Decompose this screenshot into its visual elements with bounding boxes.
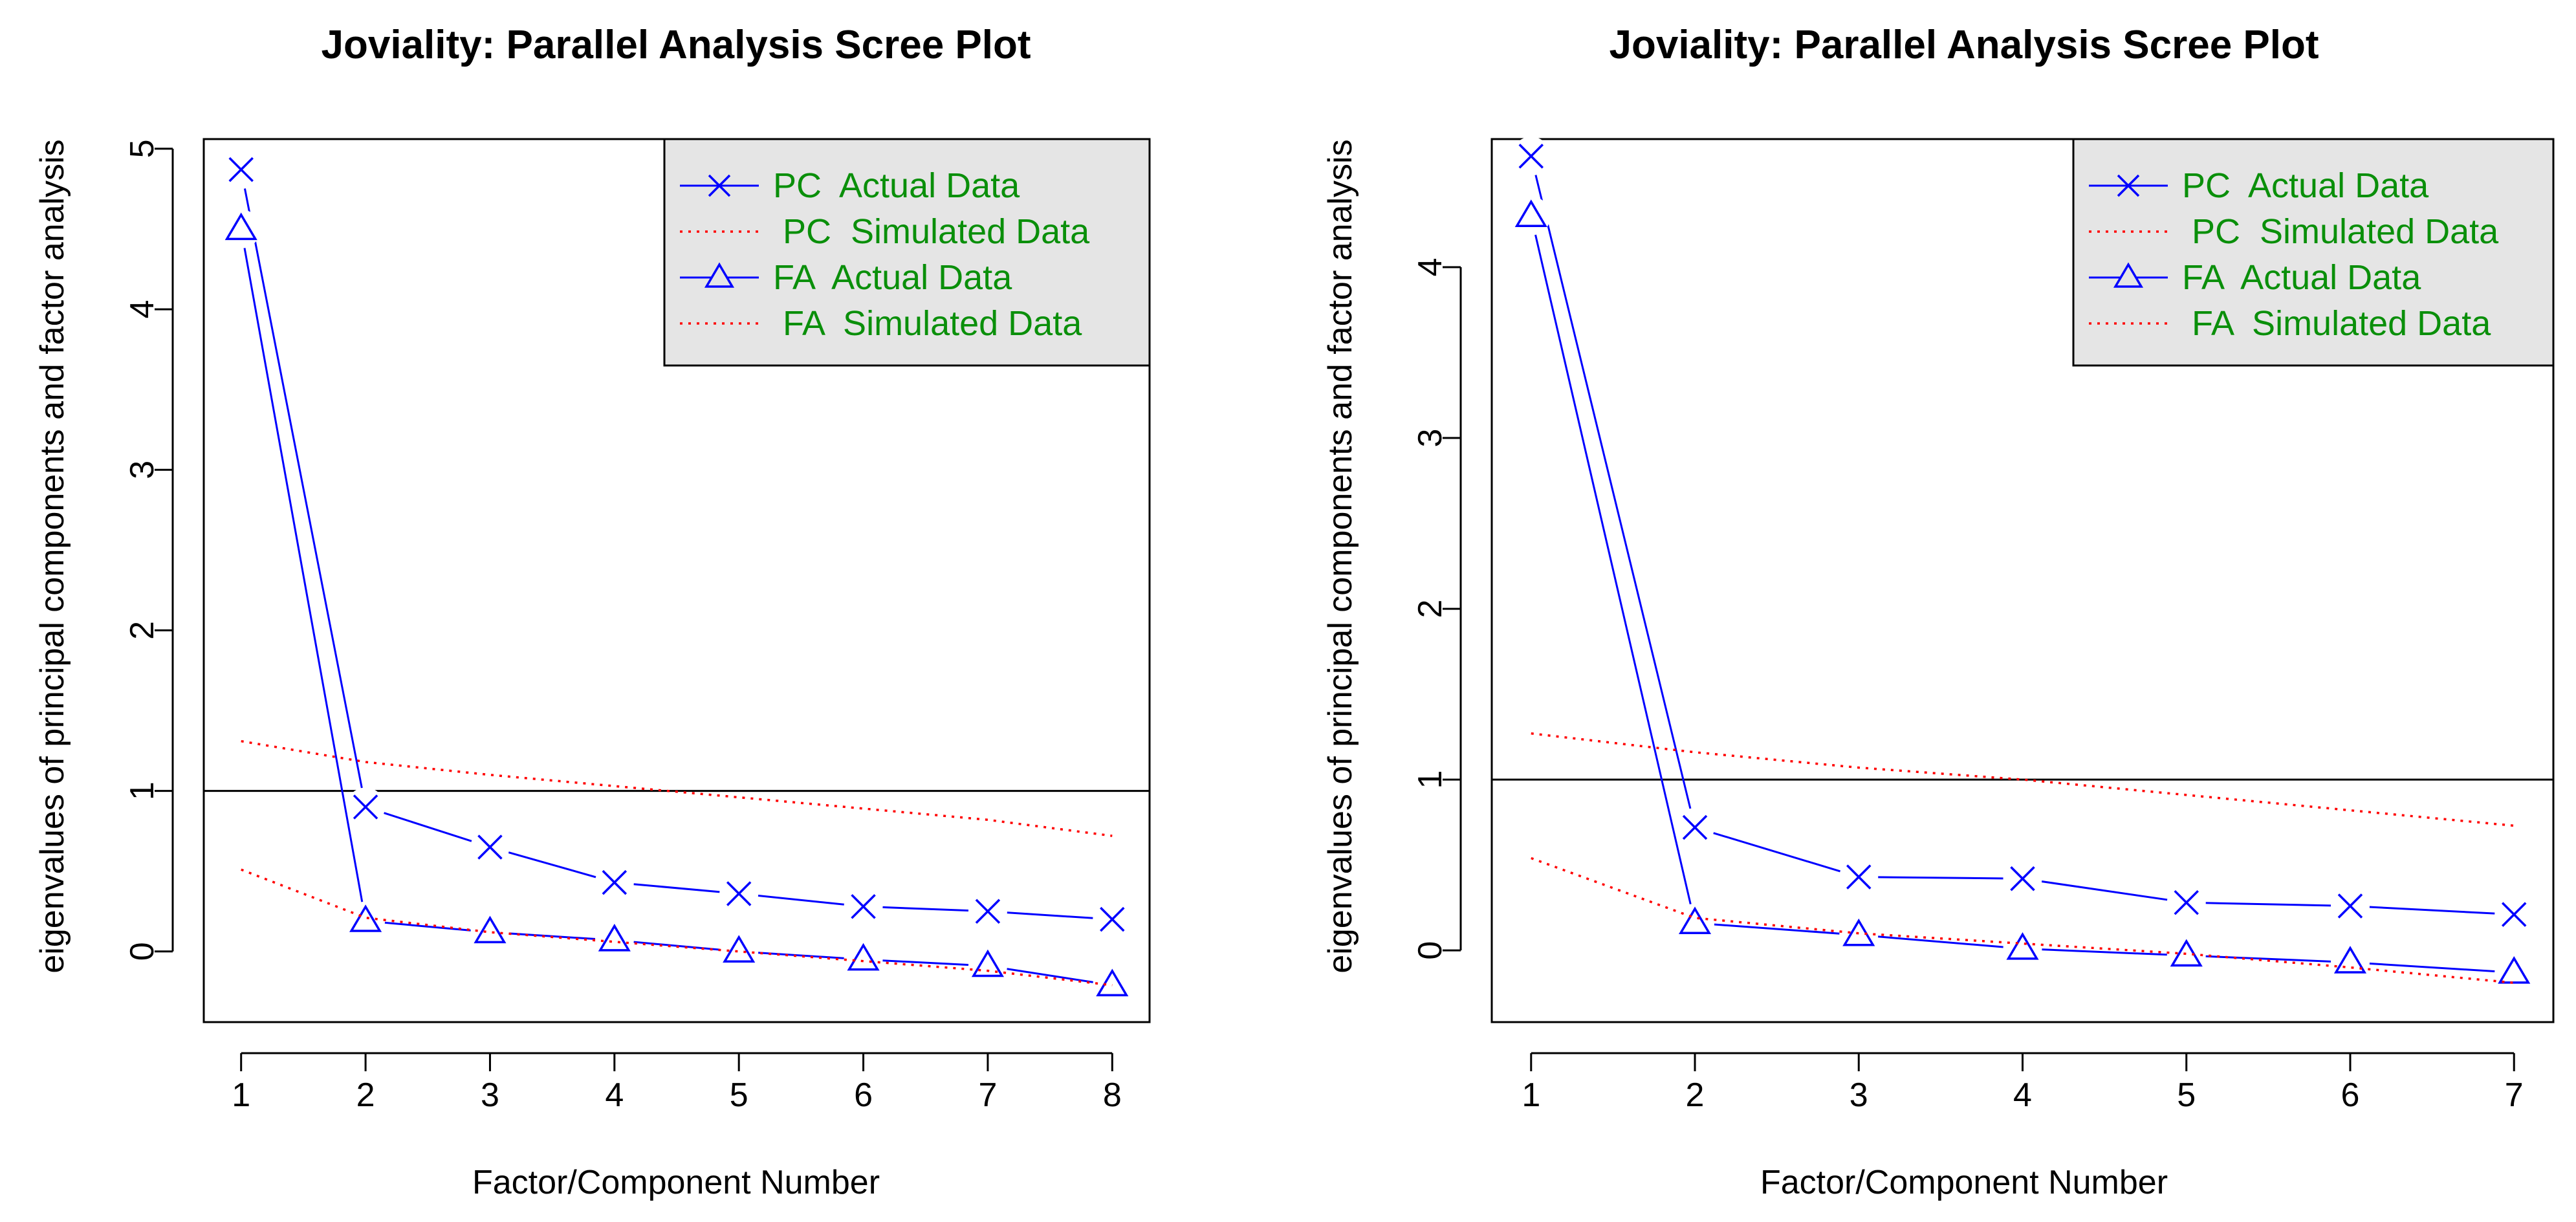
marker-x: [1846, 864, 1872, 889]
x-tick-label: 1: [1522, 1076, 1540, 1114]
marker-triangle: [474, 915, 507, 944]
legend-marker-x: [708, 174, 731, 197]
y-tick-label: 4: [1412, 258, 1449, 277]
y-tick-label: 3: [124, 461, 161, 479]
x-tick-label: 1: [232, 1076, 250, 1114]
x-tick-label: 5: [2177, 1076, 2196, 1114]
legend-label: PC Simulated Data: [2182, 212, 2499, 251]
marker-triangle: [2006, 932, 2039, 960]
x-axis-label: Factor/Component Number: [472, 1164, 880, 1201]
series-3: [241, 868, 1113, 987]
y-tick-label: 2: [124, 621, 161, 640]
chart-title: Joviality: Parallel Analysis Scree Plot: [1609, 23, 2319, 67]
y-tick-label: 3: [1412, 429, 1449, 448]
legend-label: PC Actual Data: [773, 166, 1020, 205]
y-tick-label: 1: [1412, 770, 1449, 789]
scree-plot-right: Joviality: Parallel Analysis Scree Plot …: [1288, 0, 2576, 1219]
series-2: [1511, 196, 2534, 992]
x-tick-label: 4: [2013, 1076, 2032, 1114]
series-0: [1511, 136, 2534, 934]
marker-x: [2501, 902, 2527, 927]
y-axis-label: eigenvalues of principal components and …: [34, 139, 71, 973]
series-0: [221, 150, 1132, 939]
legend-label: PC Simulated Data: [773, 212, 1090, 251]
legend-entry: FA Simulated Data: [680, 304, 1082, 343]
legend-marker-triangle: [704, 262, 735, 288]
legend-label: FA Actual Data: [2182, 258, 2421, 297]
marker-x: [975, 899, 1001, 924]
series-line: [240, 169, 1113, 921]
legend-entry: PC Simulated Data: [2089, 212, 2499, 251]
marker-triangle: [2333, 946, 2367, 974]
legend-marker-x: [2117, 174, 2140, 197]
x-tick-label: 3: [481, 1076, 499, 1114]
chart-title: Joviality: Parallel Analysis Scree Plot: [321, 23, 1031, 67]
marker-x: [2337, 893, 2363, 919]
legend-entry: FA Simulated Data: [2089, 304, 2491, 343]
x-tick-label: 5: [730, 1076, 748, 1114]
marker-x: [602, 869, 628, 895]
marker-triangle: [1678, 906, 1712, 935]
marker-x: [851, 894, 876, 919]
legend-box: [663, 138, 1151, 367]
y-tick-label: 0: [1412, 941, 1449, 960]
y-tick-label: 4: [124, 300, 161, 319]
series-1: [241, 739, 1113, 837]
marker-x: [1518, 144, 1544, 169]
marker-x: [726, 881, 752, 906]
x-tick-label: 6: [854, 1076, 873, 1114]
x-tick-label: 2: [1686, 1076, 1705, 1114]
legend: PC Actual Data PC Simulated Data FA Actua…: [2072, 138, 2555, 367]
legend-entry: PC Actual Data: [2089, 166, 2429, 205]
y-tick-label: 0: [124, 942, 161, 961]
marker-triangle: [224, 212, 257, 241]
legend-label: FA Actual Data: [773, 258, 1012, 297]
x-tick-label: 8: [1103, 1076, 1122, 1114]
marker-x: [477, 835, 503, 860]
legend-label: FA Simulated Data: [773, 304, 1082, 343]
series-line: [241, 868, 1113, 987]
marker-triangle: [349, 904, 382, 932]
y-tick-label: 1: [124, 781, 161, 800]
legend-entry: PC Actual Data: [680, 166, 1020, 205]
marker-x: [1100, 906, 1125, 932]
y-tick-label: 2: [1412, 600, 1449, 618]
x-tick-label: 3: [1850, 1076, 1868, 1114]
marker-triangle: [1514, 199, 1547, 227]
scree-plot-left: Joviality: Parallel Analysis Scree Plot …: [0, 0, 1288, 1219]
legend-entry: FA Actual Data: [2089, 258, 2421, 297]
y-axis-label: eigenvalues of principal components and …: [1322, 139, 1359, 973]
legend-label: FA Simulated Data: [2182, 304, 2491, 343]
marker-x: [2174, 889, 2199, 915]
legend: PC Actual Data PC Simulated Data FA Actua…: [663, 138, 1151, 367]
marker-x: [228, 157, 254, 182]
x-tick-label: 4: [605, 1076, 624, 1114]
x-tick-label: 7: [2505, 1076, 2524, 1114]
marker-triangle: [1096, 968, 1129, 997]
x-tick-label: 7: [978, 1076, 997, 1114]
x-axis-label: Factor/Component Number: [1760, 1164, 2168, 1201]
marker-x: [1682, 814, 1708, 840]
y-tick-label: 5: [124, 139, 161, 158]
x-tick-label: 2: [356, 1076, 375, 1114]
marker-triangle: [971, 949, 1004, 977]
marker-triangle: [723, 935, 756, 963]
plot-frame: [1490, 138, 2555, 1023]
legend-entry: PC Simulated Data: [680, 212, 1090, 251]
chart-svg-right: Joviality: Parallel Analysis Scree Plot …: [1322, 23, 2555, 1201]
marker-x: [2010, 866, 2035, 891]
chart-svg-left: Joviality: Parallel Analysis Scree Plot …: [34, 23, 1151, 1201]
marker-triangle: [2498, 955, 2531, 984]
legend-entry: FA Actual Data: [680, 258, 1012, 297]
legend-box: [2072, 138, 2555, 367]
series-line: [241, 739, 1113, 837]
marker-x: [353, 794, 378, 820]
legend-marker-triangle: [2113, 262, 2144, 288]
x-tick-label: 6: [2341, 1076, 2360, 1114]
marker-triangle: [847, 943, 880, 971]
legend-label: PC Actual Data: [2182, 166, 2429, 205]
marker-triangle: [598, 923, 631, 952]
